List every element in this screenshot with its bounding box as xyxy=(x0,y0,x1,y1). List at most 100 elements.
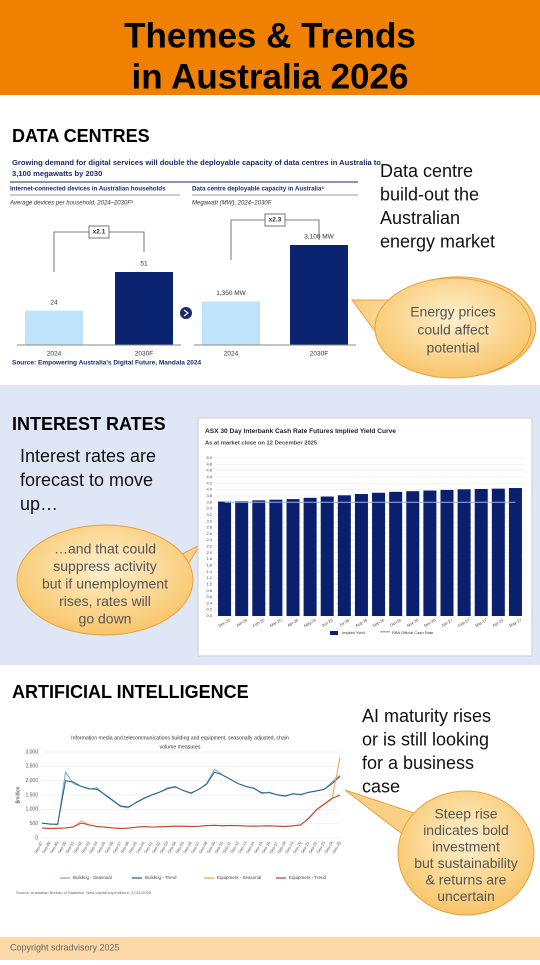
y-tick-label: 1,000 xyxy=(25,807,38,813)
chart-title: 3,100 megawatts by 2030 xyxy=(12,169,102,178)
panel-title: Data centre deployable capacity in Austr… xyxy=(192,186,324,193)
x-tick-label: Sep-21 xyxy=(300,840,311,854)
arrow-icon xyxy=(183,309,189,317)
x-tick-label: Sep-15 xyxy=(253,840,264,854)
x-tick-label: Sep-02 xyxy=(151,840,162,854)
speech-bubble xyxy=(397,790,535,916)
bar xyxy=(320,496,334,616)
x-tick-label: Nov-26 xyxy=(406,617,420,628)
data-label: 1,350 MW xyxy=(216,290,246,297)
bar xyxy=(25,310,83,345)
speech-bubble xyxy=(374,277,532,379)
header-band xyxy=(0,0,540,95)
y-tick-label: 0.2 xyxy=(206,607,212,612)
side-text: forecast to move xyxy=(20,470,153,490)
x-tick-label: 2024 xyxy=(224,351,239,358)
x-tick-label: Sep-95 xyxy=(96,840,107,854)
copyright: Copyright sdradvisory 2025 xyxy=(10,942,120,952)
y-tick-label: 2.2 xyxy=(206,544,212,549)
title: in Australia 2026 xyxy=(132,57,409,96)
legend-label: Building - Seasonal xyxy=(73,875,112,880)
side-text: or is still looking xyxy=(362,729,489,749)
bar xyxy=(423,490,437,616)
y-tick-label: 2.0 xyxy=(206,550,212,555)
data-label: 51 xyxy=(140,261,148,268)
x-tick-label: Sep-10 xyxy=(213,840,224,854)
x-tick-label: Feb-26 xyxy=(252,617,266,628)
x-tick-label: Sep-01 xyxy=(143,840,154,854)
x-tick-label: Apr-26 xyxy=(286,617,300,628)
y-tick-label: 4.2 xyxy=(206,480,212,485)
y-tick-label: 4.4 xyxy=(206,474,212,479)
bubble-text: Energy prices xyxy=(410,304,496,320)
x-tick-label: Sep-18 xyxy=(276,840,287,854)
x-tick-label: May-26 xyxy=(303,617,318,628)
x-tick-label: Aug-26 xyxy=(354,617,368,628)
panel-subtitle: Average devices per household, 2024–2030… xyxy=(9,200,134,207)
chart-title: Information media and telecommunications… xyxy=(71,735,289,741)
x-tick-label: Sep-91 xyxy=(64,840,75,854)
y-tick-label: 1.2 xyxy=(206,575,212,580)
bar xyxy=(269,499,283,616)
y-tick-label: 3.2 xyxy=(206,512,212,517)
data-label: 3,100 MW xyxy=(304,234,334,241)
y-tick-label: 4.6 xyxy=(206,468,212,473)
section-heading: DATA CENTRES xyxy=(12,126,150,146)
section-heading: ARTIFICIAL INTELLIGENCE xyxy=(12,682,249,702)
legend-label: Building - Trend xyxy=(145,875,177,880)
bar xyxy=(440,489,454,616)
legend-label: Equipment - Trend xyxy=(289,875,327,880)
bar xyxy=(491,488,505,616)
y-tick-label: 3,000 xyxy=(25,749,38,755)
x-tick-label: Jun-26 xyxy=(320,617,334,628)
bubble-text: go down xyxy=(79,611,132,627)
section-heading: INTEREST RATES xyxy=(12,414,166,434)
x-tick-label: Apr-27 xyxy=(492,617,506,628)
footer-band xyxy=(0,937,540,960)
bar xyxy=(406,491,420,616)
x-tick-label: Sep-13 xyxy=(237,840,248,854)
bubble-text: & returns are xyxy=(426,872,507,888)
bar xyxy=(303,497,317,616)
y-tick-label: 3.0 xyxy=(206,518,212,523)
side-text: up… xyxy=(20,494,58,514)
panel-subtitle: Megawatt (MW), 2024–2030F xyxy=(192,201,272,207)
chart-title: Growing demand for digital services will… xyxy=(12,158,381,167)
side-text: AI maturity rises xyxy=(362,706,491,726)
multiplier: x2.3 xyxy=(269,217,282,224)
bubble-text: but sustainability xyxy=(414,855,518,871)
x-tick-label: Sep-12 xyxy=(229,840,240,854)
title: Themes & Trends xyxy=(124,16,416,55)
source: Source: Empowering Australia's Digital F… xyxy=(12,360,202,367)
x-tick-label: Sep-17 xyxy=(268,840,279,854)
y-tick-label: 2.4 xyxy=(206,537,212,542)
x-tick-label: Sep-92 xyxy=(72,840,83,854)
x-tick-label: Sep-11 xyxy=(221,840,232,854)
legend-label: Implied Yield xyxy=(342,630,365,635)
x-tick-label: Sep-94 xyxy=(88,840,99,854)
bar xyxy=(354,494,368,616)
y-tick-label: 2,500 xyxy=(25,764,38,770)
x-tick-label: Sep-22 xyxy=(307,840,318,854)
bar xyxy=(115,272,173,345)
bar xyxy=(508,488,522,616)
y-tick-label: 2,000 xyxy=(25,778,38,784)
legend-swatch xyxy=(330,631,338,635)
x-tick-label: Sep-26 xyxy=(371,617,385,628)
y-tick-label: 5.0 xyxy=(206,455,212,460)
x-tick-label: Mar-26 xyxy=(269,617,283,628)
x-tick-label: Sep-93 xyxy=(80,840,91,854)
x-tick-label: Dec-26 xyxy=(423,617,437,628)
x-tick-label: Sep-99 xyxy=(127,840,138,854)
x-tick-label: Sep-23 xyxy=(315,840,326,854)
x-tick-label: Sep-07 xyxy=(190,840,201,854)
bar xyxy=(389,491,403,616)
x-tick-label: Sep-08 xyxy=(198,840,209,854)
y-tick-label: 1.8 xyxy=(206,556,212,561)
x-tick-label: 2030F xyxy=(310,351,328,358)
x-tick-label: Dec-25 xyxy=(217,617,231,628)
legend-label: Equipment - Seasonal xyxy=(217,875,261,880)
bubble-text: uncertain xyxy=(437,888,495,904)
x-tick-label: Sep-97 xyxy=(111,840,122,854)
x-tick-label: Sep-25 xyxy=(331,840,342,854)
